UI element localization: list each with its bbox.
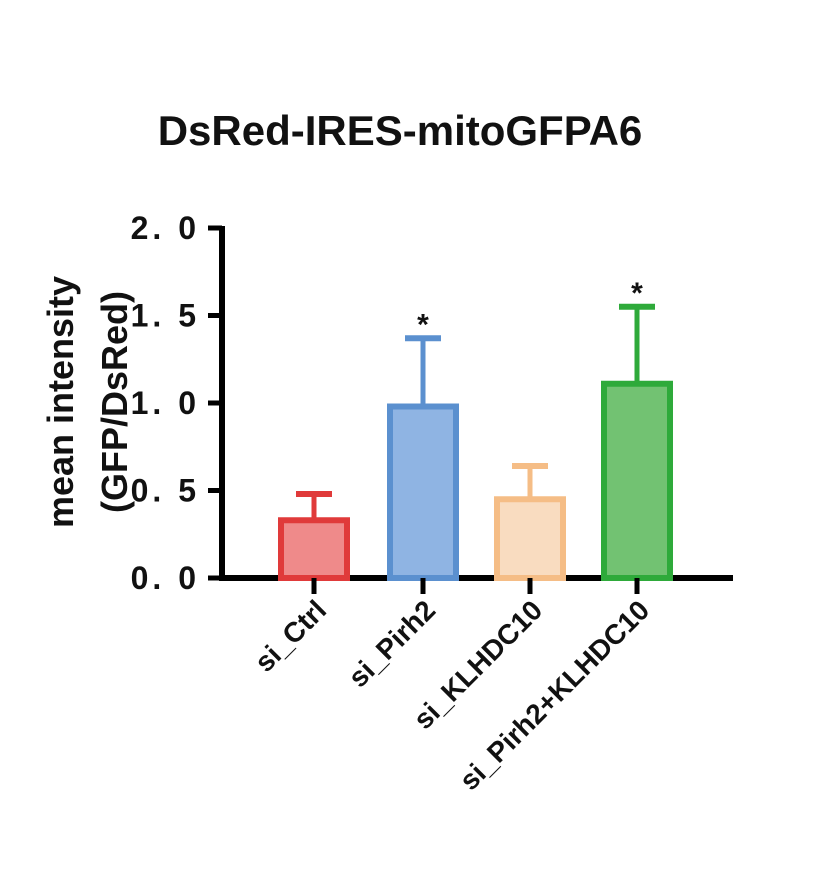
- bar: [494, 496, 566, 581]
- significance-marker: *: [417, 308, 429, 341]
- chart-title: DsRed-IRES-mitoGFPA6: [158, 107, 643, 154]
- bar: [278, 517, 350, 581]
- y-tick-label: 0. 0: [131, 560, 200, 596]
- y-axis-label-line-1: mean intensity: [40, 276, 81, 528]
- y-tick-label: 2. 0: [131, 210, 200, 246]
- x-tick-label: si_Pirh2: [342, 594, 441, 693]
- y-axis-label-line-2: (GFP/DsRed): [94, 291, 135, 513]
- plot-area: 0. 00. 51. 01. 52. 0si_Ctrl*si_Pirh2si_K…: [131, 210, 733, 796]
- x-tick-label: si_Pirh2+KLHDC10: [453, 594, 655, 796]
- y-tick-label: 1. 0: [131, 385, 200, 421]
- y-tick-label: 0. 5: [131, 473, 200, 509]
- bar: [387, 403, 459, 581]
- significance-marker: *: [631, 277, 643, 310]
- y-tick-label: 1. 5: [131, 298, 200, 334]
- bar: [601, 380, 673, 581]
- x-tick-label: si_Ctrl: [249, 594, 333, 678]
